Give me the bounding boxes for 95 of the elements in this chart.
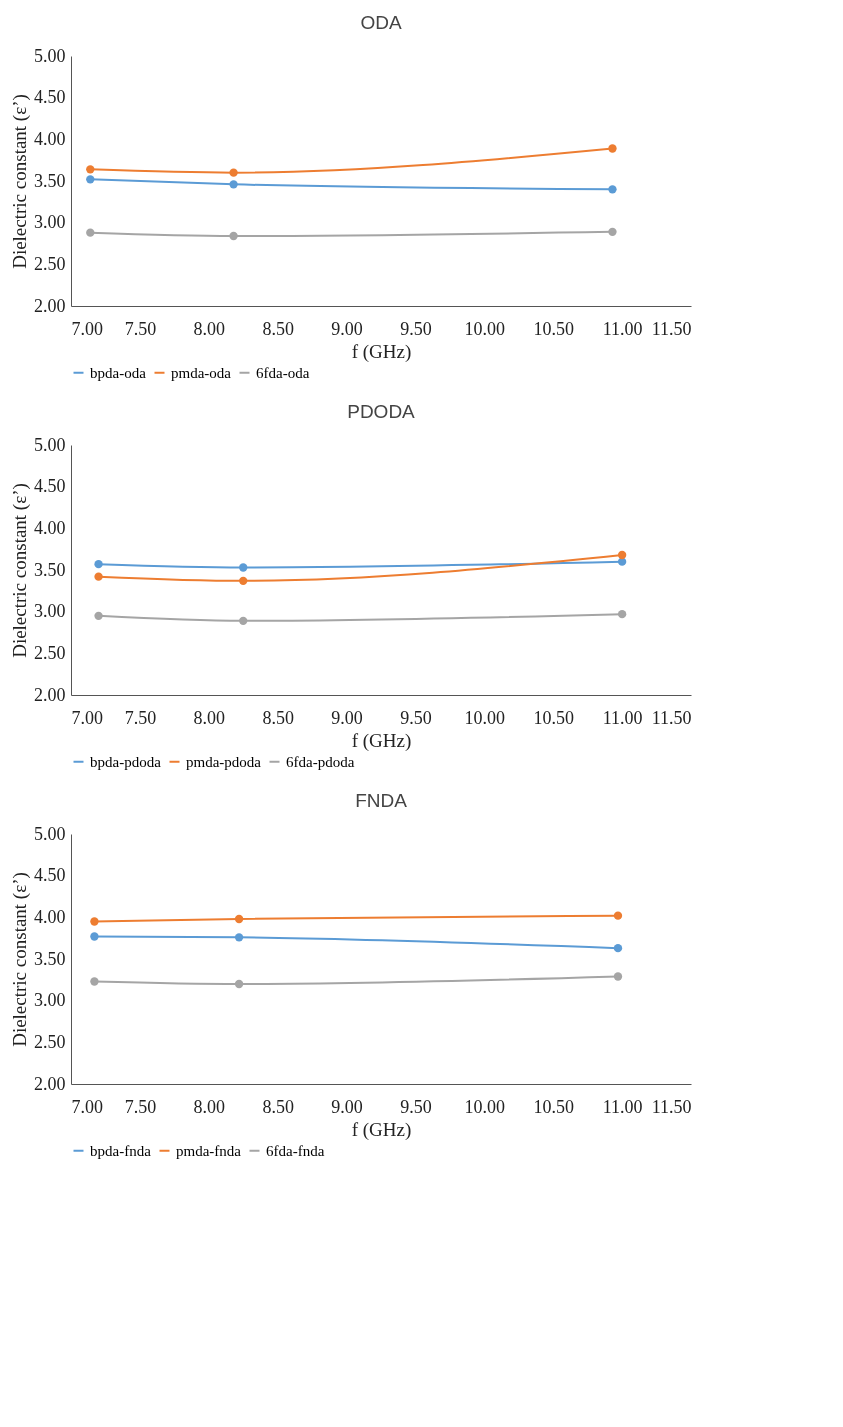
legend-label: 6fda-oda	[256, 364, 310, 381]
x-tick-label: 11.00	[602, 707, 643, 728]
x-tick-label: 11.50	[651, 318, 692, 339]
point	[94, 611, 103, 621]
legend-label: 6fda-fnda	[266, 1142, 325, 1159]
x-tick-label: 7.50	[124, 707, 157, 728]
point	[90, 932, 99, 941]
x-tick-label: 7.00	[71, 707, 103, 728]
point	[608, 227, 617, 237]
y-tick-label: 4.50	[34, 865, 66, 886]
y-axis-title: Dielectric constant (ε’)	[9, 483, 31, 658]
x-tick-label: 8.00	[193, 1096, 226, 1117]
x-tick-label: 11.50	[651, 707, 692, 728]
point	[617, 609, 627, 619]
chart-title: ODA	[360, 12, 402, 33]
point	[239, 576, 248, 586]
y-tick-label: 2.00	[34, 1073, 66, 1094]
y-tick-label: 3.50	[34, 559, 66, 580]
point	[239, 563, 248, 572]
x-tick-label: 9.50	[400, 1096, 432, 1117]
x-tick-label: 9.00	[331, 1096, 363, 1117]
x-tick-label: 10.00	[464, 707, 506, 728]
x-tick-label: 9.00	[331, 707, 363, 728]
point	[234, 979, 244, 989]
legend-label: 6fda-pdoda	[286, 753, 355, 770]
y-tick-label: 3.50	[34, 170, 66, 191]
x-tick-label: 10.00	[464, 318, 506, 339]
y-tick-label: 3.50	[34, 948, 66, 969]
x-tick-label: 8.00	[193, 707, 226, 728]
legend-label: pmda-fnda	[176, 1142, 242, 1159]
x-tick-label: 9.50	[400, 707, 432, 728]
point	[234, 933, 244, 942]
x-tick-label: 8.50	[262, 1096, 294, 1117]
y-tick-label: 5.00	[34, 434, 66, 455]
y-tick-label: 4.50	[34, 87, 66, 108]
x-axis-title: f (GHz)	[351, 1118, 412, 1141]
y-tick-label: 3.00	[34, 212, 66, 233]
chart-title: PDODA	[347, 401, 416, 422]
x-tick-label: 9.00	[331, 318, 363, 339]
x-tick-label: 10.50	[533, 707, 574, 728]
y-tick-label: 4.50	[34, 476, 66, 497]
y-axis-title: Dielectric constant (ε’)	[9, 872, 31, 1047]
x-axis-title: f (GHz)	[351, 340, 412, 363]
x-tick-label: 10.50	[533, 318, 574, 339]
y-tick-label: 3.00	[34, 601, 66, 622]
x-tick-label: 10.50	[533, 1096, 574, 1117]
x-axis-title: f (GHz)	[351, 729, 412, 752]
legend-label: bpda-fnda	[90, 1142, 152, 1159]
legend-label: bpda-oda	[90, 364, 147, 381]
x-tick-label: 7.50	[124, 1096, 157, 1117]
y-axis-title: Dielectric constant (ε’)	[9, 94, 31, 269]
point	[94, 572, 103, 581]
x-tick-label: 7.00	[71, 1096, 103, 1117]
point	[229, 231, 238, 241]
y-tick-label: 4.00	[34, 906, 66, 927]
x-tick-label: 10.00	[464, 1096, 506, 1117]
y-tick-label: 2.00	[34, 295, 66, 316]
point	[90, 977, 99, 986]
y-tick-label: 4.00	[34, 517, 66, 538]
x-tick-label: 11.00	[602, 318, 643, 339]
y-tick-label: 5.00	[34, 45, 66, 66]
point	[234, 914, 244, 924]
y-tick-label: 2.50	[34, 1031, 66, 1052]
legend-label: pmda-pdoda	[186, 753, 262, 770]
point	[94, 559, 103, 569]
y-tick-label: 2.00	[34, 684, 66, 705]
y-tick-label: 2.50	[34, 642, 66, 663]
point	[613, 972, 623, 981]
y-tick-label: 3.00	[34, 990, 66, 1011]
y-tick-label: 4.00	[34, 128, 66, 149]
point	[229, 168, 238, 177]
point	[613, 911, 623, 920]
x-tick-label: 11.50	[651, 1096, 692, 1117]
point	[617, 550, 627, 560]
x-tick-label: 7.00	[71, 318, 103, 339]
point	[239, 616, 248, 626]
x-tick-label: 8.50	[262, 318, 294, 339]
point	[613, 943, 623, 953]
x-tick-label: 11.00	[602, 1096, 643, 1117]
point	[86, 165, 95, 174]
y-tick-label: 2.50	[34, 253, 66, 274]
legend-label: pmda-oda	[171, 364, 232, 381]
point	[608, 144, 617, 153]
point	[86, 175, 95, 184]
chart-title: FNDA	[355, 790, 408, 811]
legend-label: bpda-pdoda	[90, 753, 162, 770]
x-tick-label: 7.50	[124, 318, 157, 339]
point	[90, 917, 99, 926]
x-tick-label: 8.50	[262, 707, 294, 728]
x-tick-label: 8.00	[193, 318, 226, 339]
x-tick-label: 9.50	[400, 318, 432, 339]
point	[229, 180, 238, 189]
point	[608, 185, 617, 194]
point	[86, 228, 95, 237]
y-tick-label: 5.00	[34, 823, 66, 844]
